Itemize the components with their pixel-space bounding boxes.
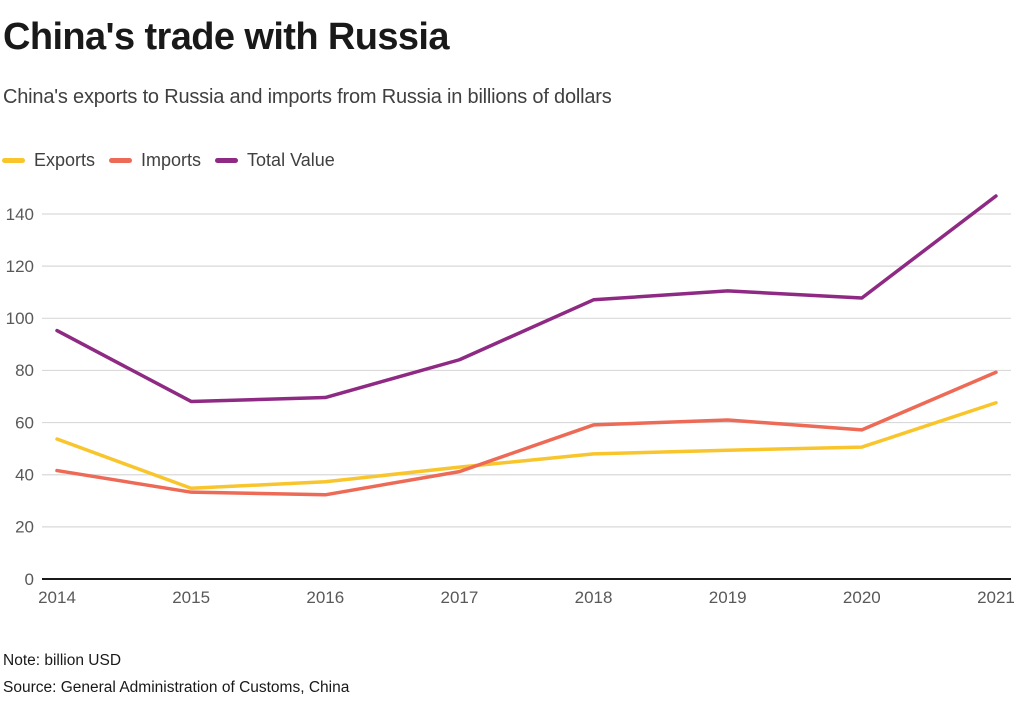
gridlines xyxy=(42,213,1011,580)
footnote: Note: billion USD xyxy=(3,652,122,669)
page-subtitle: China's exports to Russia and imports fr… xyxy=(3,86,612,108)
x-tick-label: 2014 xyxy=(38,588,76,607)
legend-label-total-value: Total Value xyxy=(247,150,335,170)
source-line: Source: General Administration of Custom… xyxy=(3,679,350,696)
y-tick-label: 100 xyxy=(6,309,34,328)
y-tick-label: 0 xyxy=(25,570,34,589)
legend-item-total-value: Total Value xyxy=(215,150,335,171)
x-tick-label: 2015 xyxy=(172,588,210,607)
y-tick-label: 20 xyxy=(15,518,34,537)
x-tick-label: 2016 xyxy=(306,588,344,607)
series-line-exports xyxy=(55,401,998,491)
exports-swatch-icon xyxy=(2,158,25,163)
series-lines xyxy=(55,194,998,497)
total-value-swatch-icon xyxy=(215,158,239,163)
x-axis-labels: 2014 2015 2016 2017 2018 2019 2020 2021 xyxy=(38,588,1015,607)
series-line-total-value xyxy=(55,194,998,404)
y-tick-label: 120 xyxy=(6,257,34,276)
legend-label-imports: Imports xyxy=(141,150,202,170)
y-tick-label: 60 xyxy=(15,413,34,432)
x-tick-label: 2018 xyxy=(575,588,613,607)
legend-item-imports: Imports xyxy=(109,150,201,171)
x-tick-label: 2021 xyxy=(977,588,1015,607)
legend-item-exports: Exports xyxy=(2,150,95,171)
y-axis-labels: 0 20 40 60 80 100 120 140 xyxy=(6,205,34,589)
y-tick-label: 40 xyxy=(15,466,34,485)
y-tick-label: 140 xyxy=(6,205,34,224)
x-tick-label: 2019 xyxy=(709,588,747,607)
x-tick-label: 2020 xyxy=(843,588,881,607)
legend: Exports Imports Total Value xyxy=(2,150,335,171)
y-tick-label: 80 xyxy=(15,361,34,380)
legend-label-exports: Exports xyxy=(34,150,96,170)
series-line-imports xyxy=(55,370,998,497)
x-tick-label: 2017 xyxy=(441,588,479,607)
imports-swatch-icon xyxy=(109,158,133,163)
page-title: China's trade with Russia xyxy=(3,16,450,58)
